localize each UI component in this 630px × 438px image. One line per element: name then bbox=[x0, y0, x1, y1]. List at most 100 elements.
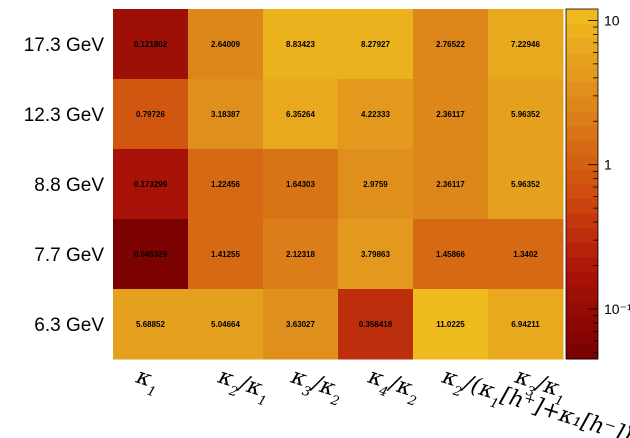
palette-band bbox=[566, 111, 598, 127]
heatmap-cells bbox=[113, 9, 564, 360]
heatmap-cell bbox=[113, 149, 189, 220]
palette-band bbox=[566, 286, 598, 302]
heatmap-cell bbox=[188, 9, 264, 80]
cell-value: 1.41255 bbox=[211, 250, 240, 259]
cell-value: 1.22456 bbox=[211, 180, 240, 189]
cell-value: 7.22946 bbox=[511, 40, 540, 49]
palette-band bbox=[566, 271, 598, 287]
heatmap-cell bbox=[263, 9, 339, 80]
cell-value: 6.94211 bbox=[511, 320, 540, 329]
palette-band bbox=[566, 125, 598, 141]
palette-band bbox=[566, 67, 598, 83]
palette-band bbox=[566, 23, 598, 39]
heatmap-cell bbox=[188, 149, 264, 220]
palette-band bbox=[566, 169, 598, 185]
heatmap-cell bbox=[188, 219, 264, 290]
heatmap-cell bbox=[188, 79, 264, 150]
cell-value: 5.04664 bbox=[211, 320, 240, 329]
palette-band bbox=[566, 184, 598, 200]
column-label: κ2/(κ1[h⁺]+κ₁[h⁻]) bbox=[436, 364, 630, 438]
column-label: κ2/κ1 bbox=[212, 364, 273, 410]
cell-value: 6.35264 bbox=[286, 110, 315, 119]
row-labels: 17.3 GeV 12.3 GeV 8.8 GeV 7.7 GeV 6.3 GeV bbox=[24, 35, 105, 336]
label-text: [h⁺]+κ₁[h⁻]) bbox=[498, 383, 630, 438]
cell-value: 2.64009 bbox=[211, 40, 240, 49]
heatmap-cell bbox=[413, 149, 489, 220]
column-label: κ1 bbox=[130, 364, 162, 400]
cell-value: 2.76522 bbox=[436, 40, 465, 49]
cell-value: 5.96352 bbox=[511, 110, 540, 119]
palette-band bbox=[566, 38, 598, 54]
palette-frame bbox=[565, 8, 599, 360]
heatmap-cell bbox=[488, 289, 564, 360]
cell-value: 3.63027 bbox=[286, 320, 315, 329]
cell-value: 2.36117 bbox=[436, 180, 465, 189]
column-label: κ4/κ2 bbox=[362, 364, 423, 410]
heatmap-cell bbox=[263, 79, 339, 150]
palette-band bbox=[566, 96, 598, 112]
heatmap-cell bbox=[113, 9, 189, 80]
heatmap-cell bbox=[113, 289, 189, 360]
heatmap-cell bbox=[263, 289, 339, 360]
heatmap-cell bbox=[413, 79, 489, 150]
heatmap-cell bbox=[488, 149, 564, 220]
palette-tick-label: 10⁻¹ bbox=[604, 301, 630, 317]
heatmap-cell bbox=[338, 219, 414, 290]
palette-band bbox=[566, 344, 598, 360]
heatmap-cell bbox=[113, 219, 189, 290]
row-label: 6.3 GeV bbox=[34, 315, 104, 336]
cell-value: 0.173299 bbox=[134, 180, 168, 189]
heatmap-cell bbox=[113, 79, 189, 150]
label-subscript: 2 bbox=[226, 383, 239, 400]
cell-value: 0.045329 bbox=[134, 250, 168, 259]
palette-band bbox=[566, 154, 598, 170]
heatmap-cell bbox=[188, 289, 264, 360]
cell-value-labels: 0.121802 2.64009 8.83423 8.27927 2.76522 7.22… bbox=[134, 40, 541, 329]
label-subscript: 2 bbox=[328, 392, 341, 409]
heatmap-cell bbox=[488, 219, 564, 290]
cell-value: 1.3402 bbox=[513, 250, 538, 259]
heatmap-cell bbox=[263, 149, 339, 220]
cell-value: 5.68852 bbox=[136, 320, 165, 329]
palette-band bbox=[566, 81, 598, 97]
row-label: 7.7 GeV bbox=[34, 245, 104, 266]
color-palette-ticks: 10 1 10⁻¹ bbox=[588, 12, 630, 353]
cell-value: 5.96352 bbox=[511, 180, 540, 189]
cell-value: 8.83423 bbox=[286, 40, 315, 49]
cell-value: 2.9759 bbox=[363, 180, 388, 189]
palette-band bbox=[566, 329, 598, 345]
heatmap-cell bbox=[338, 289, 414, 360]
palette-band bbox=[566, 52, 598, 68]
palette-band bbox=[566, 242, 598, 258]
cell-value: 11.0225 bbox=[436, 320, 465, 329]
cell-value: 2.12318 bbox=[286, 250, 315, 259]
label-subscript: 2 bbox=[405, 392, 418, 409]
palette-band bbox=[566, 300, 598, 316]
cell-value: 1.45866 bbox=[436, 250, 465, 259]
palette-band bbox=[566, 227, 598, 243]
palette-band bbox=[566, 9, 598, 25]
heatmap-cell bbox=[338, 79, 414, 150]
palette-tick-label: 1 bbox=[604, 157, 612, 173]
palette-band bbox=[566, 213, 598, 229]
palette-band bbox=[566, 198, 598, 214]
heatmap-cell bbox=[338, 149, 414, 220]
row-label: 8.8 GeV bbox=[34, 175, 104, 196]
heatmap-cell bbox=[413, 219, 489, 290]
cell-value: 1.64303 bbox=[286, 180, 315, 189]
heatmap-cell bbox=[488, 9, 564, 80]
row-label: 17.3 GeV bbox=[24, 35, 105, 56]
color-palette bbox=[565, 8, 599, 360]
cell-value: 4.22333 bbox=[361, 110, 390, 119]
cell-value: 0.358418 bbox=[359, 320, 393, 329]
heatmap-cell bbox=[413, 289, 489, 360]
palette-band bbox=[566, 256, 598, 272]
palette-band bbox=[566, 140, 598, 156]
palette-band bbox=[566, 315, 598, 331]
cell-value: 0.79726 bbox=[136, 110, 165, 119]
label-subscript: 4 bbox=[376, 383, 389, 400]
cell-value: 8.27927 bbox=[361, 40, 390, 49]
cell-value: 0.121802 bbox=[134, 40, 168, 49]
